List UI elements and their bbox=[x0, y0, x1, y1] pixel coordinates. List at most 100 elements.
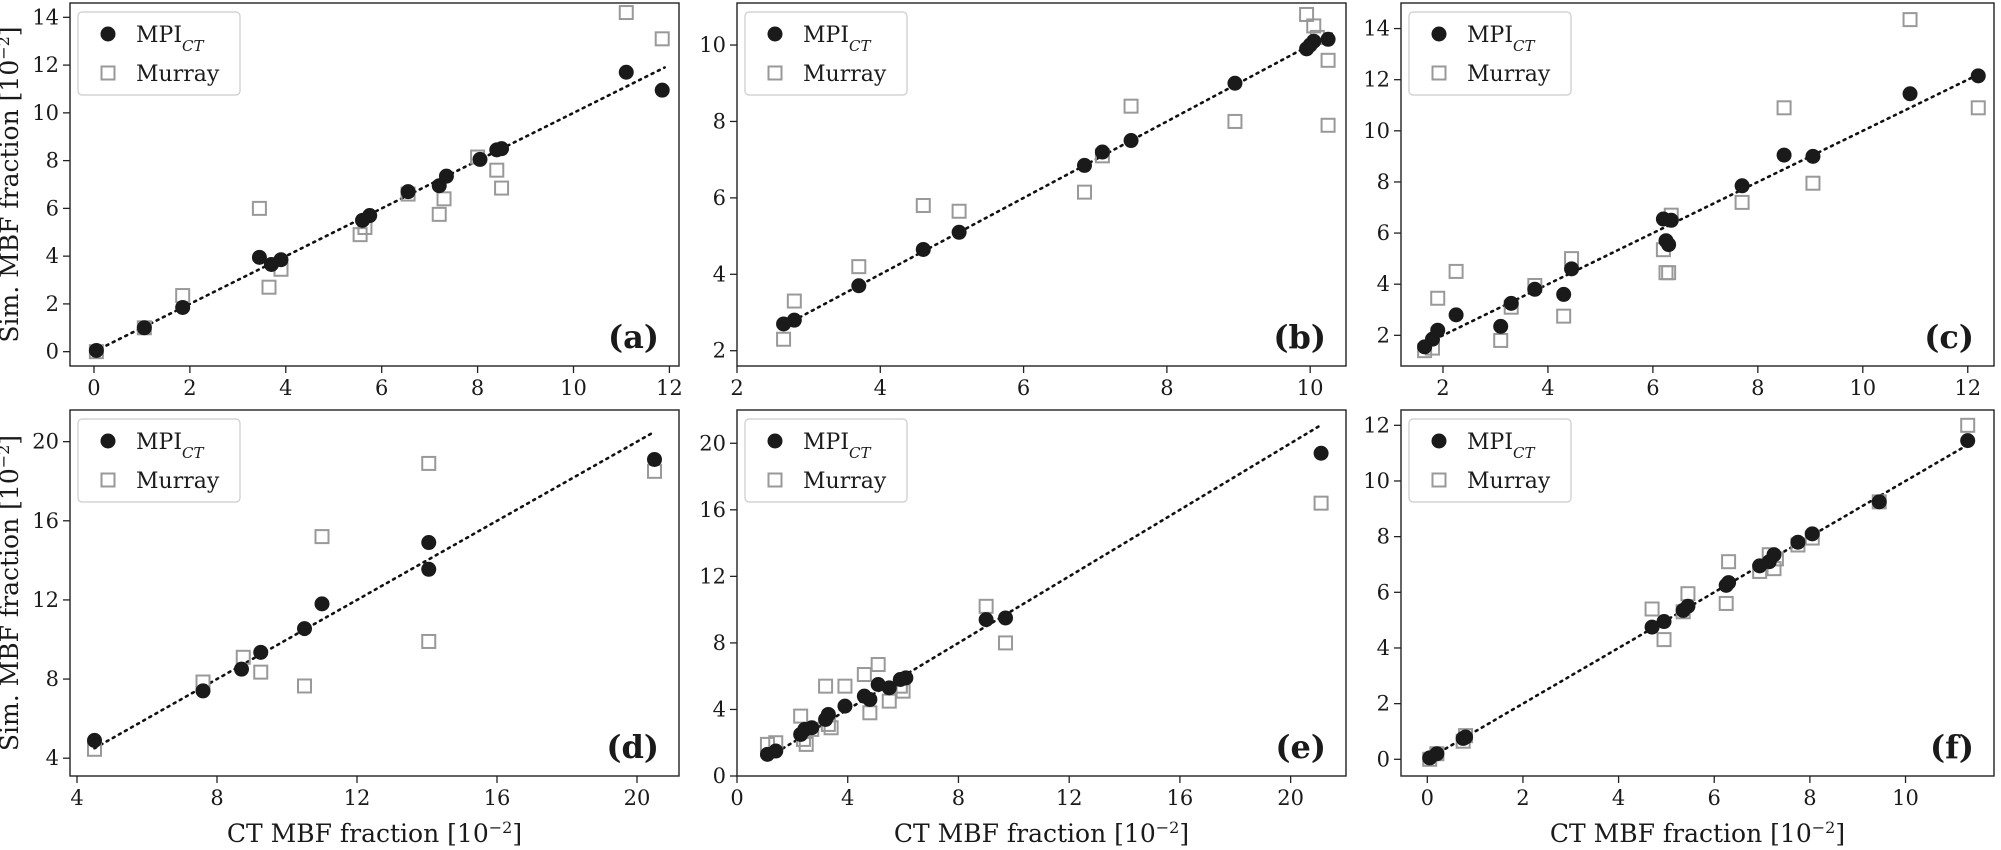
panel-b: 2 4 6 8 10 2 4 6 8 10 MPICT Murray (b) bbox=[699, 2, 1347, 400]
x-tick-label: 20 bbox=[1277, 786, 1304, 810]
data-point-mpi-ct bbox=[195, 683, 211, 699]
data-point-mpi-ct bbox=[175, 299, 191, 315]
x-tick-label: 4 bbox=[279, 376, 292, 400]
y-tick-label: 12 bbox=[1363, 68, 1390, 92]
data-point-mpi-ct bbox=[251, 249, 267, 265]
x-tick-label: 4 bbox=[1612, 786, 1625, 810]
legend-frame bbox=[1408, 418, 1572, 503]
data-point-mpi-ct bbox=[494, 141, 510, 157]
data-point-mpi-ct bbox=[1430, 322, 1446, 338]
x-tick-label: 8 bbox=[1160, 376, 1173, 400]
y-tick-label: 6 bbox=[1377, 221, 1390, 245]
legend-label-murray: Murray bbox=[136, 62, 220, 87]
legend-label-mpi-ct: MPICT bbox=[803, 23, 872, 55]
x-tick-label: 10 bbox=[1892, 786, 1919, 810]
data-point-mpi-ct bbox=[1448, 307, 1464, 323]
series-mpi-ct bbox=[1422, 433, 1976, 766]
data-point-murray bbox=[436, 191, 452, 207]
y-tick-label: 4 bbox=[46, 244, 59, 268]
x-tick-label: 10 bbox=[1297, 376, 1324, 400]
x-tick-label: 8 bbox=[1803, 786, 1816, 810]
data-point-murray bbox=[1960, 417, 1976, 433]
y-tick-label: 10 bbox=[1363, 469, 1390, 493]
data-point-murray bbox=[1556, 308, 1572, 324]
data-point-murray bbox=[1123, 98, 1139, 114]
panel-e: 0 4 8 12 16 20 0 4 8 12 16 20 CT MBF fraction [10−2]… bbox=[699, 409, 1347, 848]
panel-letter: (f) bbox=[1930, 728, 1974, 766]
data-point-mpi-ct bbox=[400, 184, 416, 200]
y-tick-label: 16 bbox=[699, 498, 726, 522]
panel-letter: (d) bbox=[606, 728, 659, 766]
data-point-murray bbox=[870, 657, 886, 673]
y-tick-label: 0 bbox=[713, 764, 726, 788]
y-tick-label: 8 bbox=[713, 109, 726, 133]
legend: MPICT Murray bbox=[744, 418, 908, 503]
data-point-murray bbox=[851, 259, 867, 275]
data-point-murray bbox=[494, 180, 510, 196]
x-tick-label: 2 bbox=[1516, 786, 1529, 810]
data-point-murray bbox=[1320, 52, 1336, 68]
data-point-mpi-ct bbox=[1970, 68, 1986, 84]
x-axis-label: CT MBF fraction [10−2] bbox=[227, 818, 522, 849]
data-point-mpi-ct bbox=[647, 451, 662, 467]
data-point-mpi-ct bbox=[998, 610, 1014, 626]
data-point-murray bbox=[489, 162, 505, 178]
y-tick-label: 8 bbox=[46, 667, 59, 691]
x-tick-label: 16 bbox=[484, 786, 511, 810]
data-point-mpi-ct bbox=[1458, 729, 1474, 745]
data-point-murray bbox=[793, 708, 809, 724]
x-tick-label: 8 bbox=[1751, 376, 1764, 400]
panel-a: 0 2 4 6 8 10 12 0 2 4 6 8 10 12 14 Sim. MBF fraction [1… bbox=[0, 2, 683, 400]
panel-letter: (b) bbox=[1273, 318, 1326, 356]
data-point-murray bbox=[776, 331, 792, 347]
x-tick-label: 6 bbox=[375, 376, 388, 400]
x-tick-label: 6 bbox=[1017, 376, 1030, 400]
data-point-mpi-ct bbox=[1680, 598, 1696, 614]
y-tick-label: 0 bbox=[1377, 747, 1390, 771]
legend-label-murray: Murray bbox=[136, 469, 220, 494]
x-tick-label: 12 bbox=[1056, 786, 1083, 810]
data-point-mpi-ct bbox=[297, 621, 312, 637]
x-tick-label: 6 bbox=[1646, 376, 1659, 400]
panel-letter: (c) bbox=[1924, 318, 1974, 356]
data-point-mpi-ct bbox=[362, 208, 378, 224]
legend-marker-murray bbox=[1431, 472, 1447, 488]
y-tick-label: 10 bbox=[699, 33, 726, 57]
data-point-mpi-ct bbox=[1776, 147, 1792, 163]
data-point-mpi-ct bbox=[1320, 31, 1336, 47]
data-point-mpi-ct bbox=[804, 720, 820, 736]
data-point-mpi-ct bbox=[951, 224, 967, 240]
data-point-mpi-ct bbox=[1429, 746, 1445, 762]
x-tick-label: 2 bbox=[1436, 376, 1449, 400]
panel-c: 2 4 6 8 10 12 2 4 6 8 10 12 14 MPICT Murray (c) bbox=[1363, 2, 1995, 400]
y-tick-label: 4 bbox=[46, 746, 59, 770]
data-point-mpi-ct bbox=[1804, 526, 1820, 542]
panel-letter: (a) bbox=[608, 318, 659, 356]
legend-label-mpi-ct: MPICT bbox=[136, 23, 205, 55]
plot-frame bbox=[69, 2, 680, 367]
y-tick-label: 20 bbox=[32, 430, 59, 454]
data-point-mpi-ct bbox=[978, 612, 994, 628]
x-tick-label: 2 bbox=[730, 376, 743, 400]
legend-label-mpi-ct: MPICT bbox=[803, 430, 872, 462]
plot-frame bbox=[1400, 2, 1995, 367]
data-point-mpi-ct bbox=[234, 661, 249, 677]
data-point-mpi-ct bbox=[421, 561, 437, 577]
y-tick-label: 2 bbox=[713, 339, 726, 363]
data-point-murray bbox=[818, 678, 834, 694]
plot-frame bbox=[736, 2, 1347, 367]
data-point-mpi-ct bbox=[1503, 295, 1519, 311]
data-point-mpi-ct bbox=[837, 698, 853, 714]
data-point-murray bbox=[998, 635, 1014, 651]
y-tick-label: 6 bbox=[1377, 580, 1390, 604]
fit-line bbox=[1420, 73, 1980, 347]
x-tick-label: 12 bbox=[656, 376, 683, 400]
x-tick-label: 8 bbox=[210, 786, 223, 810]
data-point-murray bbox=[1448, 263, 1464, 279]
data-point-murray bbox=[431, 206, 447, 222]
legend-marker-mpi-ct bbox=[767, 433, 783, 449]
data-point-mpi-ct bbox=[1871, 494, 1887, 510]
data-point-mpi-ct bbox=[136, 320, 152, 336]
data-point-mpi-ct bbox=[1656, 614, 1672, 630]
